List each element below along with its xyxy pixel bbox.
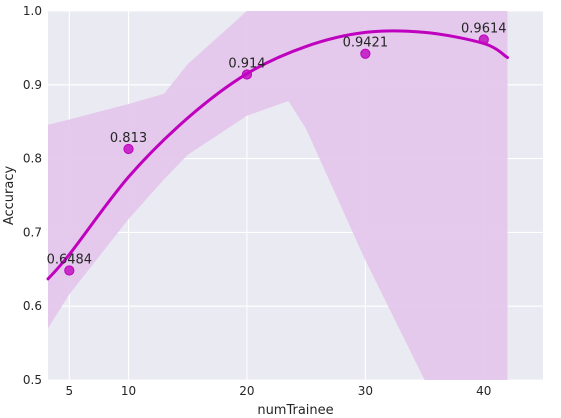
x-tick-label: 5 [65,384,73,398]
data-point [478,34,489,45]
x-tick-label: 20 [239,384,254,398]
y-tick-label: 0.5 [23,373,42,387]
y-axis-title: Accuracy [2,166,17,226]
y-tick-label: 0.6 [23,299,42,313]
x-tick-label: 40 [476,384,491,398]
data-point [64,265,75,276]
data-value-label: 0.9421 [343,36,389,51]
x-tick-label: 10 [121,384,136,398]
y-tick-label: 1.0 [23,4,42,18]
data-value-label: 0.6484 [47,252,93,267]
data-value-label: 0.914 [228,56,265,71]
fit-line-layer [46,29,509,281]
y-tick-label: 0.8 [23,152,42,166]
data-points-layer [64,34,489,276]
x-axis-title: numTrainee [257,403,333,418]
x-tick-label: 30 [358,384,373,398]
data-value-label: 0.9614 [461,21,507,36]
data-point [241,69,253,80]
data-labels-layer: 0.6484 0.813 0.914 0.9421 0.9614 [47,21,507,267]
y-tick-label: 0.7 [23,225,42,239]
confidence-band [48,11,508,380]
data-point [360,48,371,59]
regression-fit-line [46,29,509,281]
y-tick-label: 0.9 [23,78,42,92]
confidence-band-layer [48,11,508,380]
tick-labels-layer: 5 10 20 30 40 0.5 0.6 0.7 0.8 0.9 1.0 [23,4,492,398]
data-value-label: 0.813 [110,131,147,146]
data-point [123,143,134,155]
